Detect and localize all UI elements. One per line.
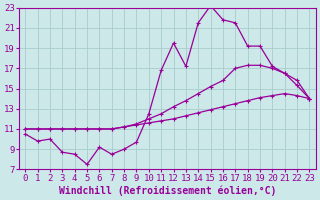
- X-axis label: Windchill (Refroidissement éolien,°C): Windchill (Refroidissement éolien,°C): [59, 185, 276, 196]
